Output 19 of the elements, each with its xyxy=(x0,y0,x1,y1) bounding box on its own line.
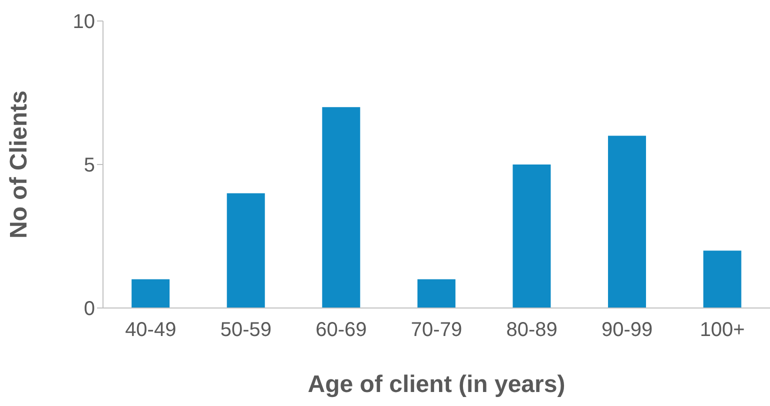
bar xyxy=(132,279,170,308)
y-tick-label: 10 xyxy=(72,11,95,34)
bar xyxy=(226,193,265,308)
x-tick-label: 100+ xyxy=(700,319,745,342)
x-tick-label: 40-49 xyxy=(125,319,176,342)
bar xyxy=(512,164,551,308)
bar xyxy=(322,107,360,308)
x-tick-label: 90-99 xyxy=(601,319,653,342)
x-axis-title: Age of client (in years) xyxy=(308,371,566,398)
y-axis-title: No of Clients xyxy=(6,90,33,238)
bar xyxy=(703,250,742,308)
y-tick-label: 0 xyxy=(84,298,95,320)
x-tick-label: 50-59 xyxy=(220,319,272,342)
bar xyxy=(417,279,456,308)
y-tick-label: 5 xyxy=(84,154,95,177)
x-tick-label: 60-69 xyxy=(316,319,367,342)
x-tick-label: 80-89 xyxy=(506,319,558,342)
bar xyxy=(608,136,646,308)
x-tick-label: 70-79 xyxy=(410,319,462,342)
